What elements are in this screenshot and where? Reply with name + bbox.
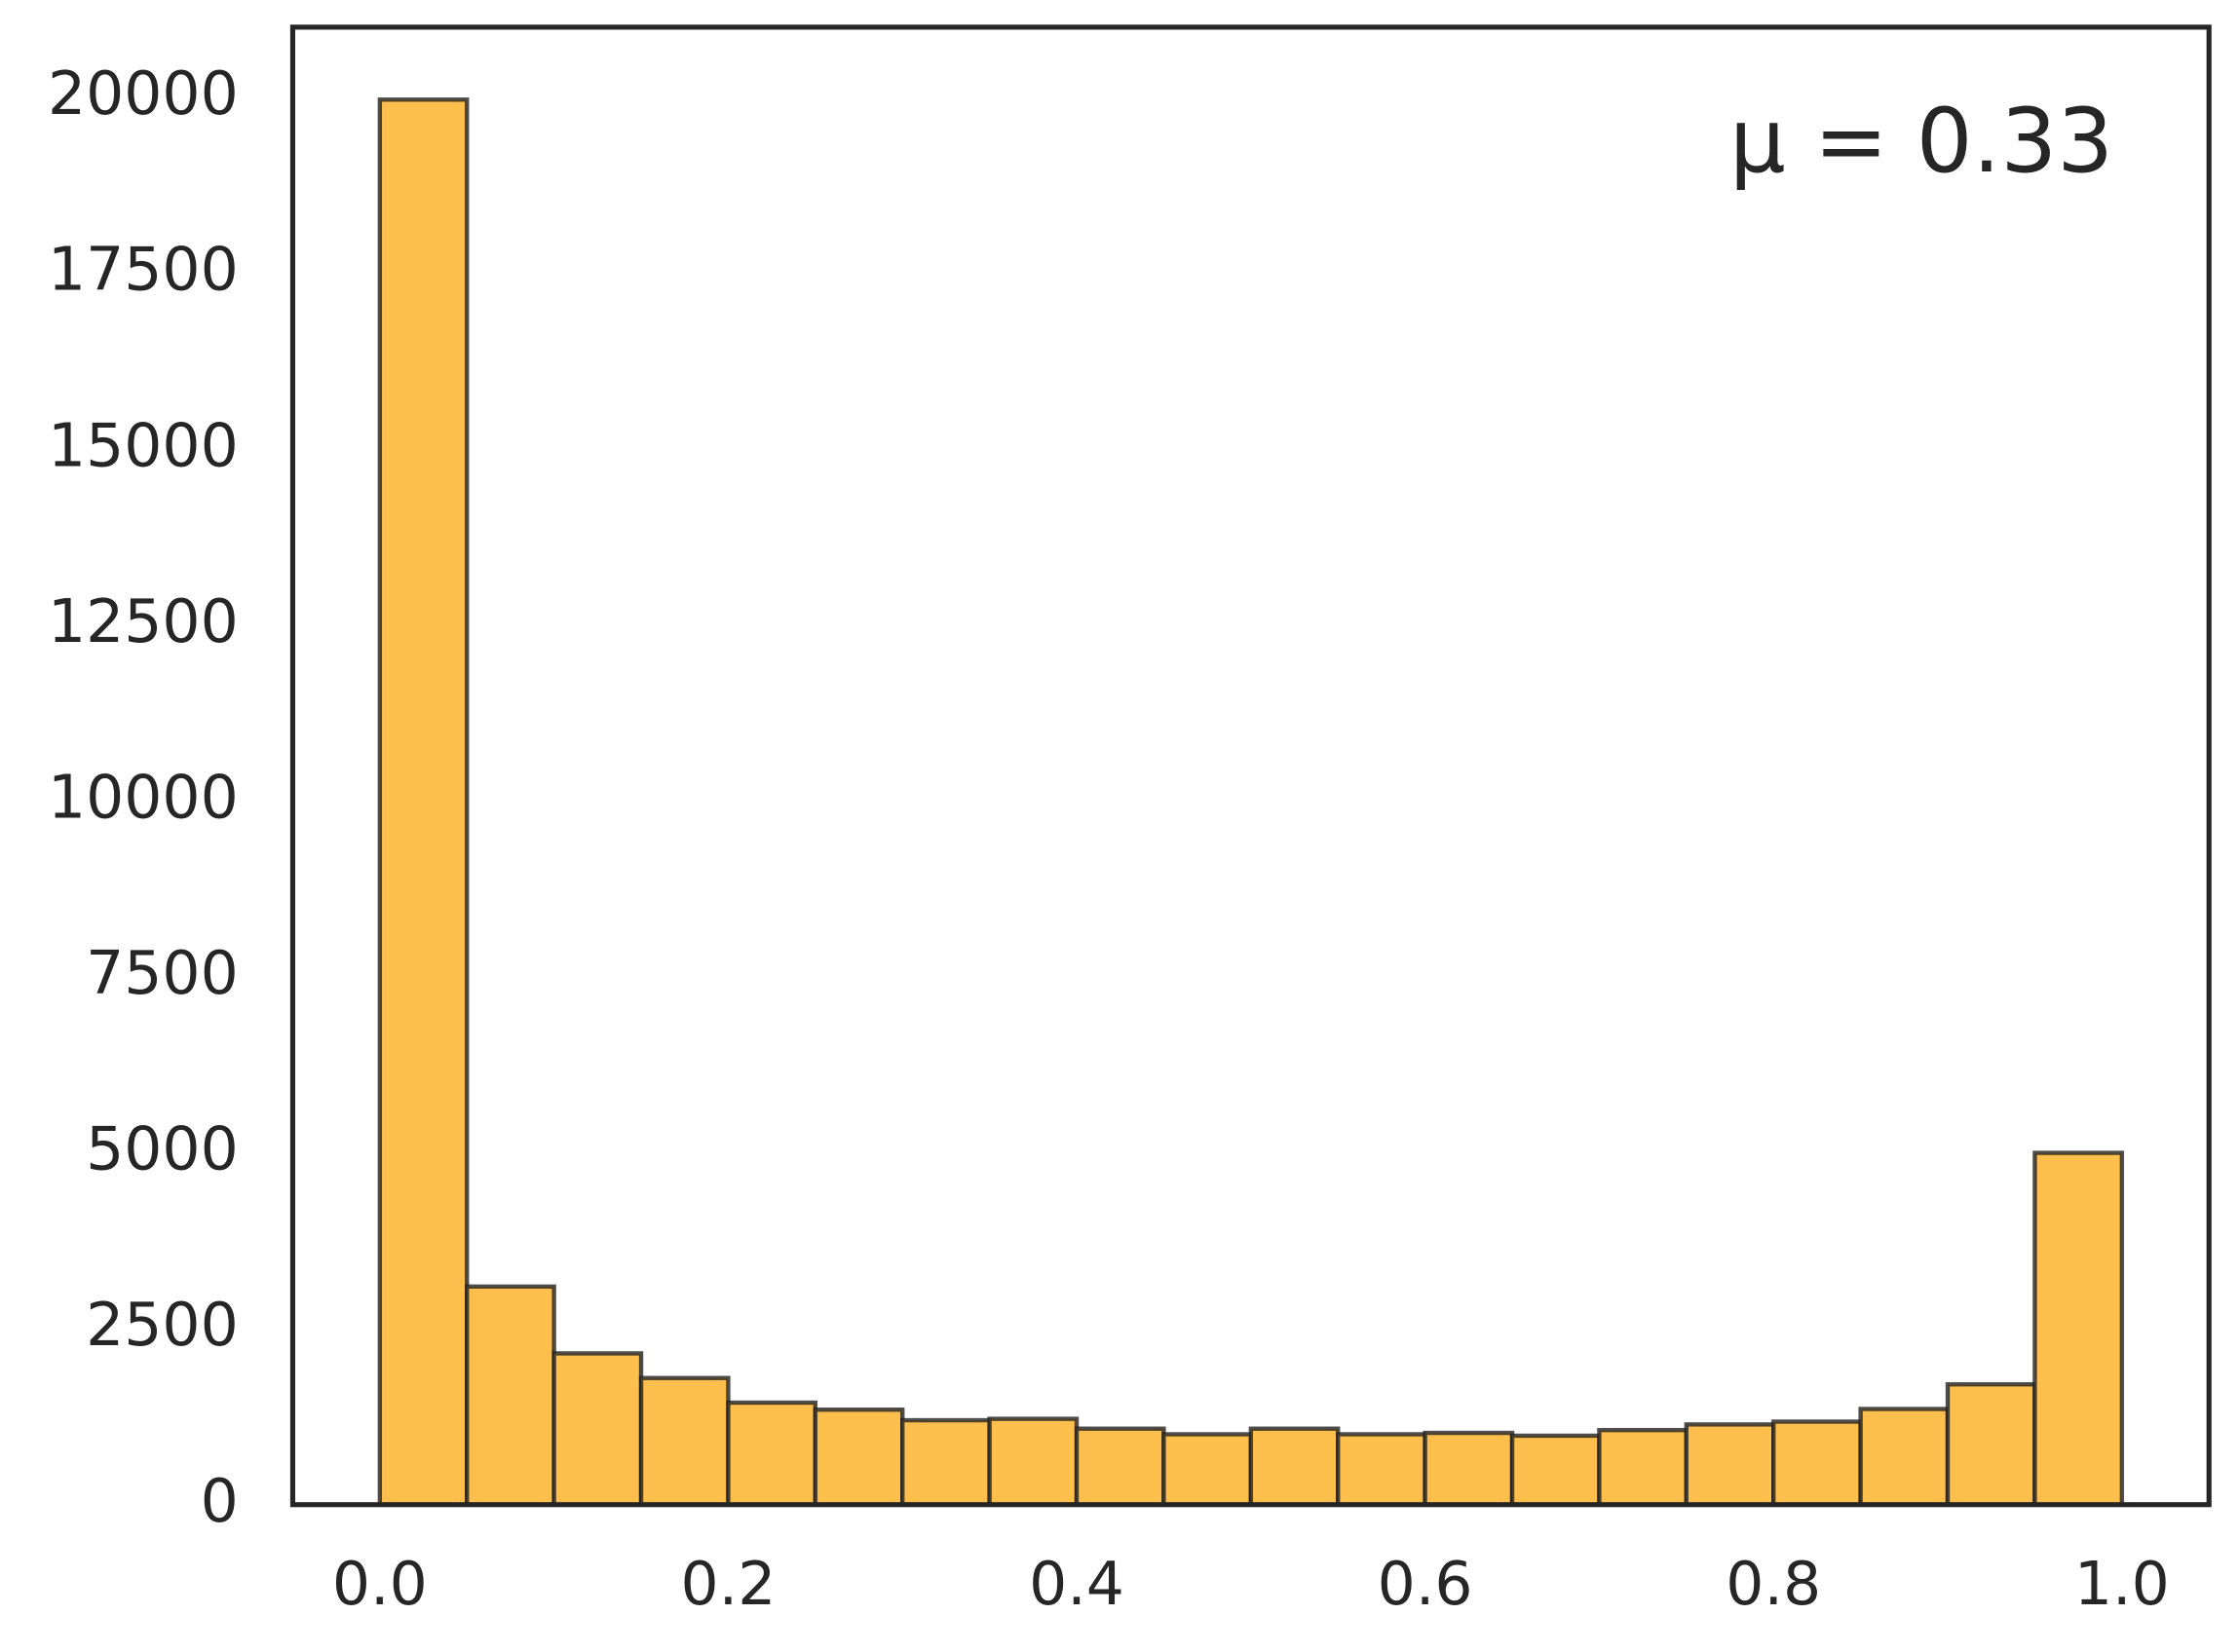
histogram-bar xyxy=(1248,1426,1341,1507)
y-tick-label: 2500 xyxy=(86,1290,239,1360)
y-tick-label: 5000 xyxy=(86,1114,239,1184)
x-tick-label: 0.0 xyxy=(332,1549,428,1619)
histogram-bar xyxy=(1423,1430,1515,1507)
histogram-bar xyxy=(813,1408,905,1507)
x-tick-label: 0.8 xyxy=(1726,1549,1821,1619)
y-tick-label: 17500 xyxy=(48,235,239,305)
histogram-bar xyxy=(2032,1150,2125,1507)
axes-frame xyxy=(289,24,2212,1508)
histogram-bar xyxy=(1509,1433,1602,1507)
histogram-bar xyxy=(987,1416,1080,1507)
y-tick-label: 7500 xyxy=(86,938,239,1008)
y-tick-label: 15000 xyxy=(48,410,239,480)
histogram-bar xyxy=(1161,1432,1254,1507)
y-tick-label: 12500 xyxy=(48,586,239,657)
histogram-bar xyxy=(1684,1422,1776,1507)
histogram-bar xyxy=(377,97,470,1507)
histogram-bar xyxy=(1945,1382,2037,1507)
histogram-bar xyxy=(638,1375,731,1507)
y-tick-label: 0 xyxy=(201,1466,239,1536)
x-tick-label: 1.0 xyxy=(2074,1549,2170,1619)
x-tick-label: 0.6 xyxy=(1378,1549,1473,1619)
histogram-bar xyxy=(1771,1419,1863,1507)
annotation: μ = 0.33 xyxy=(1729,91,2113,193)
histogram-bar xyxy=(465,1284,556,1507)
x-tick-label: 0.2 xyxy=(680,1549,776,1619)
histogram-bar xyxy=(551,1351,644,1507)
y-tick-label: 10000 xyxy=(48,762,239,832)
histogram-bar xyxy=(1336,1432,1427,1507)
y-tick-label: 20000 xyxy=(48,58,239,129)
histogram-bar xyxy=(1074,1426,1166,1507)
plot-area xyxy=(377,97,2125,1507)
histogram-bar xyxy=(900,1417,992,1507)
histogram-bar xyxy=(726,1400,818,1507)
histogram-bar xyxy=(1858,1407,1951,1507)
histogram-bar xyxy=(1597,1427,1689,1507)
x-tick-label: 0.4 xyxy=(1029,1549,1124,1619)
